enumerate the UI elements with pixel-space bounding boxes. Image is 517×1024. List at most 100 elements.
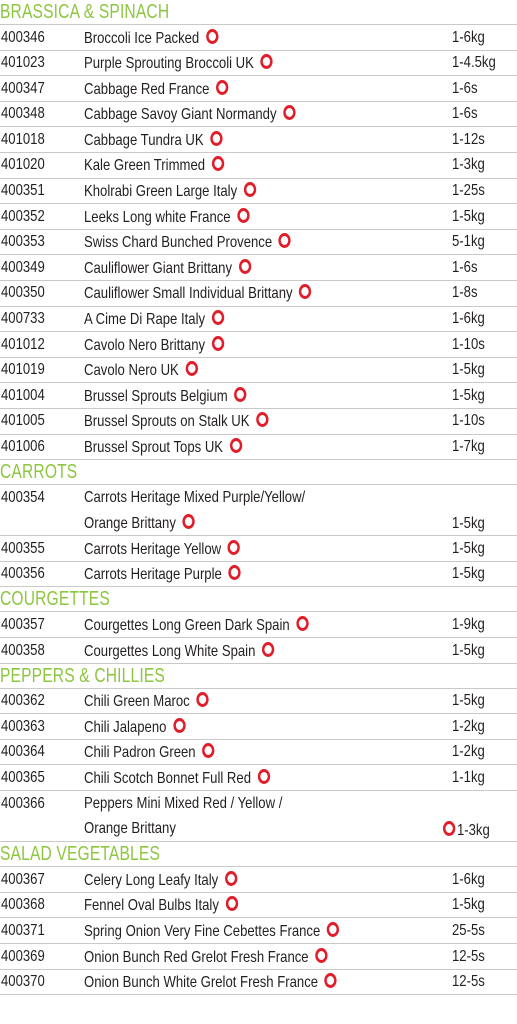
red-circle-icon xyxy=(283,105,296,121)
section: COURGETTES 400357 Courgettes Long Green Da… xyxy=(0,587,517,664)
pack-size: 1-5kg xyxy=(452,207,485,225)
product-description: Leeks Long white France xyxy=(84,207,250,227)
pack-size: 1-5kg xyxy=(452,361,485,379)
product-description: Fennel Oval Bulbs Italy xyxy=(84,896,238,915)
red-circle-icon xyxy=(257,768,270,784)
product-row: 400355 Carrots Heritage Yellow 1-5kg xyxy=(0,536,517,562)
pack-size: 1-9kg xyxy=(452,615,485,633)
product-code: 400357 xyxy=(1,615,45,633)
section-title: BRASSICA & SPINACH xyxy=(0,1,170,23)
product-description: Cauliflower Giant Brittany xyxy=(84,258,251,278)
product-description-line2: Orange Brittany xyxy=(84,820,176,838)
product-description: Chili Padron Green xyxy=(84,743,215,762)
product-description: A Cime Di Rape Italy xyxy=(84,310,224,329)
red-circle-icon xyxy=(185,361,198,377)
section: CARROTS 400354 Carrots Heritage Mixed Purp… xyxy=(0,460,517,588)
product-code: 400354 xyxy=(1,488,45,506)
product-description: Broccoli Ice Packed xyxy=(84,28,219,48)
red-circle-icon xyxy=(227,539,240,555)
product-description: Courgettes Long Green Dark Spain xyxy=(84,615,309,635)
red-circle-icon xyxy=(326,921,340,937)
product-description: Kale Green Trimmed xyxy=(84,156,224,175)
product-description: Carrots Heritage Yellow xyxy=(84,539,240,559)
red-circle-icon xyxy=(225,896,238,912)
product-row: 400347 Cabbage Red France 1-6s xyxy=(0,76,517,102)
red-circle-icon xyxy=(299,284,312,300)
red-circle-icon xyxy=(196,692,209,708)
pack-size: 1-3kg xyxy=(443,820,490,840)
pack-size: 1-1kg xyxy=(452,768,485,786)
red-circle-icon xyxy=(211,156,224,172)
product-description: Celery Long Leafy Italy xyxy=(84,870,238,890)
product-code: 400370 xyxy=(1,973,45,991)
pack-size: 1-12s xyxy=(452,130,485,148)
section-title: CARROTS xyxy=(0,461,78,484)
pack-size: 1-5kg xyxy=(452,896,485,914)
product-row: 400733 A Cime Di Rape Italy 1-6kg xyxy=(0,307,517,333)
product-description: Swiss Chard Bunched Provence xyxy=(84,233,292,252)
product-row: 400362 Chili Green Maroc 1-5kg xyxy=(0,689,517,715)
product-description: Kholrabi Green Large Italy xyxy=(84,182,257,201)
pack-size: 1-5kg xyxy=(452,386,485,404)
red-circle-icon xyxy=(172,717,186,733)
product-code: 400371 xyxy=(1,921,45,939)
red-circle-icon xyxy=(224,870,238,886)
red-circle-icon xyxy=(211,310,224,326)
red-circle-icon xyxy=(260,54,273,70)
red-circle-icon xyxy=(182,514,195,530)
section-header: PEPPERS & CHILLIES xyxy=(0,664,517,689)
red-circle-icon xyxy=(228,565,241,581)
section-title: PEPPERS & CHILLIES xyxy=(0,664,165,687)
product-code: 400348 xyxy=(1,105,45,123)
product-code: 400353 xyxy=(1,233,45,251)
product-row: 400357 Courgettes Long Green Dark Spain 1-… xyxy=(0,612,517,639)
product-description: Brussel Sprout Tops UK xyxy=(84,438,242,457)
red-circle-icon xyxy=(211,335,224,351)
product-code: 401023 xyxy=(1,54,45,72)
red-circle-icon xyxy=(443,820,456,836)
product-code: 400365 xyxy=(1,768,45,786)
product-code: 401020 xyxy=(1,156,45,174)
product-description: Onion Bunch White Grelot Fresh France xyxy=(84,973,337,992)
red-circle-icon xyxy=(229,438,242,453)
pack-size: 5-1kg xyxy=(452,233,485,251)
pack-size: 1-4.5kg xyxy=(452,54,496,72)
product-code: 401004 xyxy=(1,386,45,404)
product-row: 400358 Courgettes Long White Spain 1-5kg xyxy=(0,638,517,664)
pack-size: 1-6kg xyxy=(452,870,485,888)
product-code: 401019 xyxy=(1,361,45,379)
product-description-line2: Orange Brittany xyxy=(84,514,195,533)
red-circle-icon xyxy=(202,743,215,759)
section-header: BRASSICA & SPINACH xyxy=(0,0,517,25)
pack-size: 1-2kg xyxy=(452,717,485,735)
product-row: 400351 Kholrabi Green Large Italy 1-25s xyxy=(0,179,517,205)
pack-size: 1-10s xyxy=(452,335,485,353)
red-circle-icon xyxy=(278,233,292,249)
red-circle-icon xyxy=(210,130,223,146)
product-row: 401006 Brussel Sprout Tops UK 1-7kg xyxy=(0,435,517,461)
red-circle-icon xyxy=(296,615,309,631)
product-code: 400733 xyxy=(1,310,45,328)
product-description: Cavolo Nero UK xyxy=(84,361,198,380)
product-description: Onion Bunch Red Grelot Fresh France xyxy=(84,947,328,967)
product-row: 401020 Kale Green Trimmed 1-3kg xyxy=(0,153,517,179)
product-code: 400366 xyxy=(1,794,45,812)
section-header: SALAD VEGETABLES xyxy=(0,842,517,868)
product-row: 400370 Onion Bunch White Grelot Fresh Fra… xyxy=(0,970,517,996)
red-circle-icon xyxy=(256,412,269,428)
product-row: 400346 Broccoli Ice Packed 1-6kg xyxy=(0,25,517,51)
section: PEPPERS & CHILLIES 400362 Chili Green Maro… xyxy=(0,664,517,843)
pack-size: 1-6kg xyxy=(452,28,485,46)
product-description: Purple Sprouting Broccoli UK xyxy=(84,54,273,73)
pack-size: 1-5kg xyxy=(452,641,485,659)
product-row: 400353 Swiss Chard Bunched Provence 5-1kg xyxy=(0,230,517,256)
product-description-line1: Carrots Heritage Mixed Purple/Yellow/ xyxy=(84,488,306,506)
section-title: SALAD VEGETABLES xyxy=(0,843,161,866)
product-description: Cabbage Red France xyxy=(84,79,229,99)
section-title: COURGETTES xyxy=(0,588,110,611)
product-description: Courgettes Long White Spain xyxy=(84,641,275,661)
product-row: 400349 Cauliflower Giant Brittany 1-6s xyxy=(0,255,517,281)
pack-size: 12-5s xyxy=(452,973,485,991)
product-code: 401012 xyxy=(1,335,45,353)
section: SALAD VEGETABLES 400367 Celery Long Leafy … xyxy=(0,842,517,996)
